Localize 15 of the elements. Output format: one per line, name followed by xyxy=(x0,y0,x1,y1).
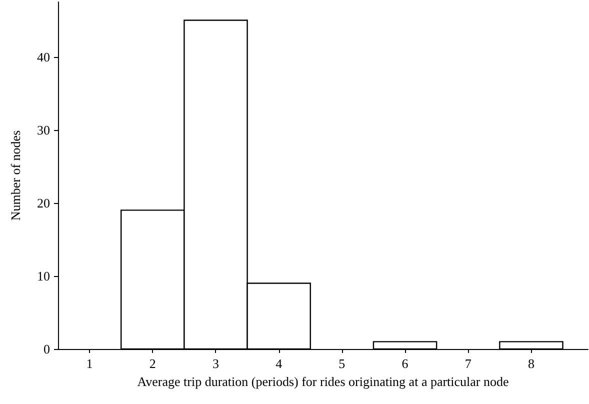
x-tick-label: 8 xyxy=(528,356,534,371)
x-tick-label: 5 xyxy=(338,356,346,371)
x-axis-title: Average trip duration (periods) for rides originating at a particular node xyxy=(137,374,510,389)
x-tick-label: 7 xyxy=(464,356,472,371)
x-tick-label: 2 xyxy=(149,356,156,371)
x-tick-label: 3 xyxy=(212,356,219,371)
x-tick-label: 6 xyxy=(402,356,409,371)
y-tick-label: 0 xyxy=(44,342,50,356)
y-tick-label: 10 xyxy=(37,268,50,284)
y-axis-title: Number of nodes xyxy=(8,130,23,221)
y-tick-label: 40 xyxy=(37,49,50,64)
x-tick-label: 1 xyxy=(86,356,93,371)
x-tick-label: 4 xyxy=(276,356,283,371)
y-tick-label: 20 xyxy=(37,195,50,210)
y-tick-label: 30 xyxy=(37,122,50,138)
